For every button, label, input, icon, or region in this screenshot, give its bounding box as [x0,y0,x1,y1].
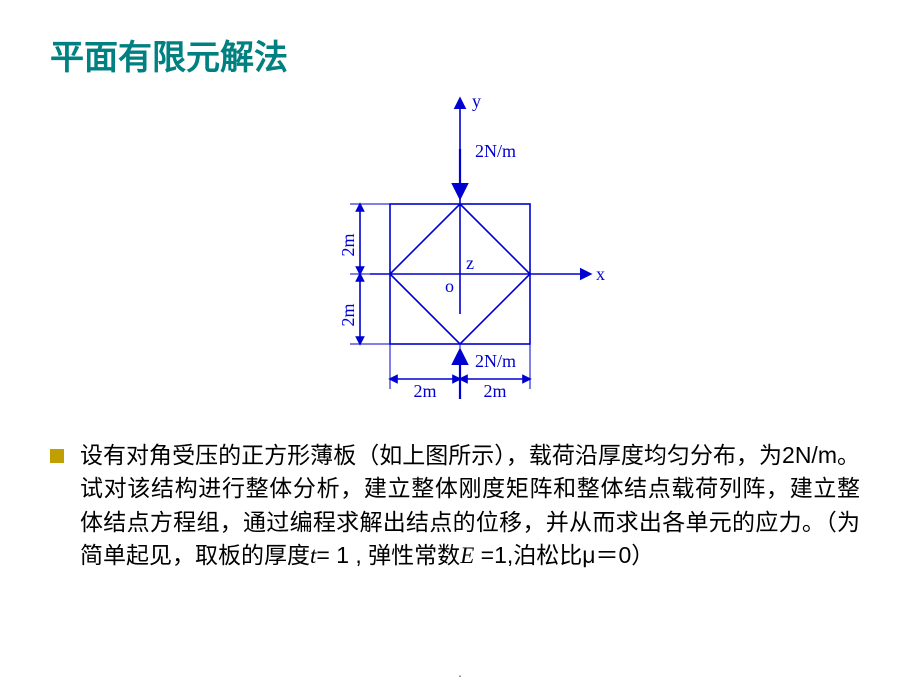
para-evar: E [460,543,474,568]
para-seg2: = 1 , 弹性常数 [316,542,460,568]
load-top-label: 2N/m [475,141,516,161]
fem-diagram: y x o z 2N/m 2N/m 2m 2m 2m 2m [280,89,640,429]
page-title: 平面有限元解法 [40,30,880,79]
load-bottom-label: 2N/m [475,351,516,371]
bullet-icon [50,449,64,463]
para-seg3: =1,泊松比μ＝0） [474,542,654,568]
dim-bottom-left: 2m [413,381,436,401]
origin-z-label: z [466,253,474,273]
body-paragraph: 设有对角受压的正方形薄板（如上图所示），载荷沿厚度均匀分布，为2N/m。试对该结… [40,439,880,572]
axis-x-label: x [596,264,605,284]
page-number: . [0,664,920,680]
origin-label: o [445,276,454,296]
slide: 平面有限元解法 [0,0,920,690]
figure-container: y x o z 2N/m 2N/m 2m 2m 2m 2m [40,89,880,429]
dim-left-lower: 2m [338,303,358,326]
dim-left-upper: 2m [338,233,358,256]
paragraph-text: 设有对角受压的正方形薄板（如上图所示），载荷沿厚度均匀分布，为2N/m。试对该结… [80,439,860,572]
dim-bottom-right: 2m [483,381,506,401]
axis-y-label: y [472,91,481,111]
